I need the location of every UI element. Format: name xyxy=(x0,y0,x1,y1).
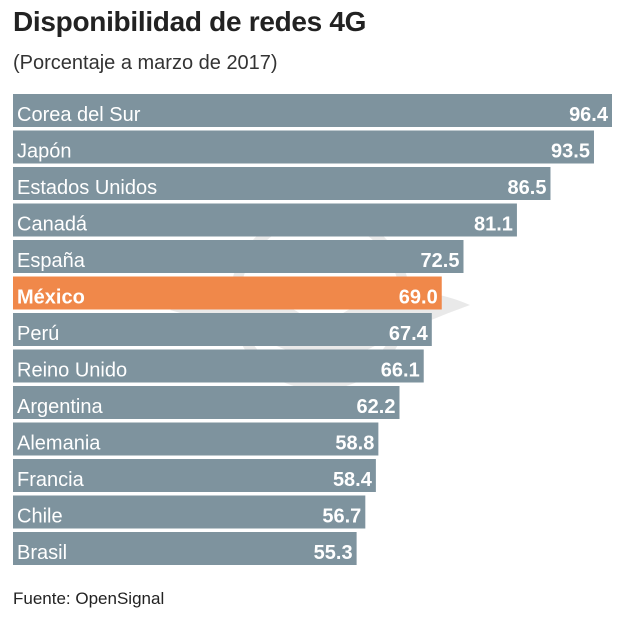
bar-4 xyxy=(13,240,464,273)
bar-6 xyxy=(13,313,432,346)
value-label: 69.0 xyxy=(399,287,438,309)
chart-subtitle: (Porcentaje a marzo de 2017) xyxy=(13,52,278,74)
bar-9 xyxy=(13,422,379,456)
value-label: 72.5 xyxy=(421,250,460,272)
bar-3 xyxy=(13,203,517,237)
value-label: 93.5 xyxy=(551,141,590,163)
bar-11 xyxy=(13,495,366,529)
value-label: 81.1 xyxy=(474,214,513,236)
category-label: Corea del Sur xyxy=(17,104,141,126)
source-note: Fuente: OpenSignal xyxy=(13,589,165,608)
category-label: Alemania xyxy=(17,433,101,455)
category-label: Francia xyxy=(17,469,85,491)
chart-title: Disponibilidad de redes 4G xyxy=(13,6,367,37)
bar-0 xyxy=(13,94,612,127)
value-label: 96.4 xyxy=(569,104,609,126)
bar-12 xyxy=(13,532,357,565)
value-label: 58.4 xyxy=(333,469,373,491)
category-label: Perú xyxy=(17,323,59,345)
value-label: 56.7 xyxy=(322,506,361,528)
value-label: 86.5 xyxy=(508,177,547,199)
category-label: Chile xyxy=(17,506,63,528)
value-label: 67.4 xyxy=(389,323,429,345)
bar-5 xyxy=(13,276,442,310)
value-label: 58.8 xyxy=(335,433,374,455)
bar-7 xyxy=(13,349,424,383)
bar-2 xyxy=(13,167,551,200)
category-label: Canadá xyxy=(17,214,88,236)
bar-1 xyxy=(13,130,594,164)
bar-10 xyxy=(13,459,376,492)
category-label: Argentina xyxy=(17,396,103,418)
category-label: Reino Unido xyxy=(17,360,127,382)
bar-8 xyxy=(13,386,400,419)
category-label: Japón xyxy=(17,141,72,163)
value-label: 66.1 xyxy=(381,360,420,382)
value-label: 62.2 xyxy=(357,396,396,418)
category-label: España xyxy=(17,250,86,272)
category-label: México xyxy=(17,287,85,309)
value-label: 55.3 xyxy=(314,542,353,564)
category-label: Brasil xyxy=(17,542,67,564)
category-label: Estados Unidos xyxy=(17,177,157,199)
